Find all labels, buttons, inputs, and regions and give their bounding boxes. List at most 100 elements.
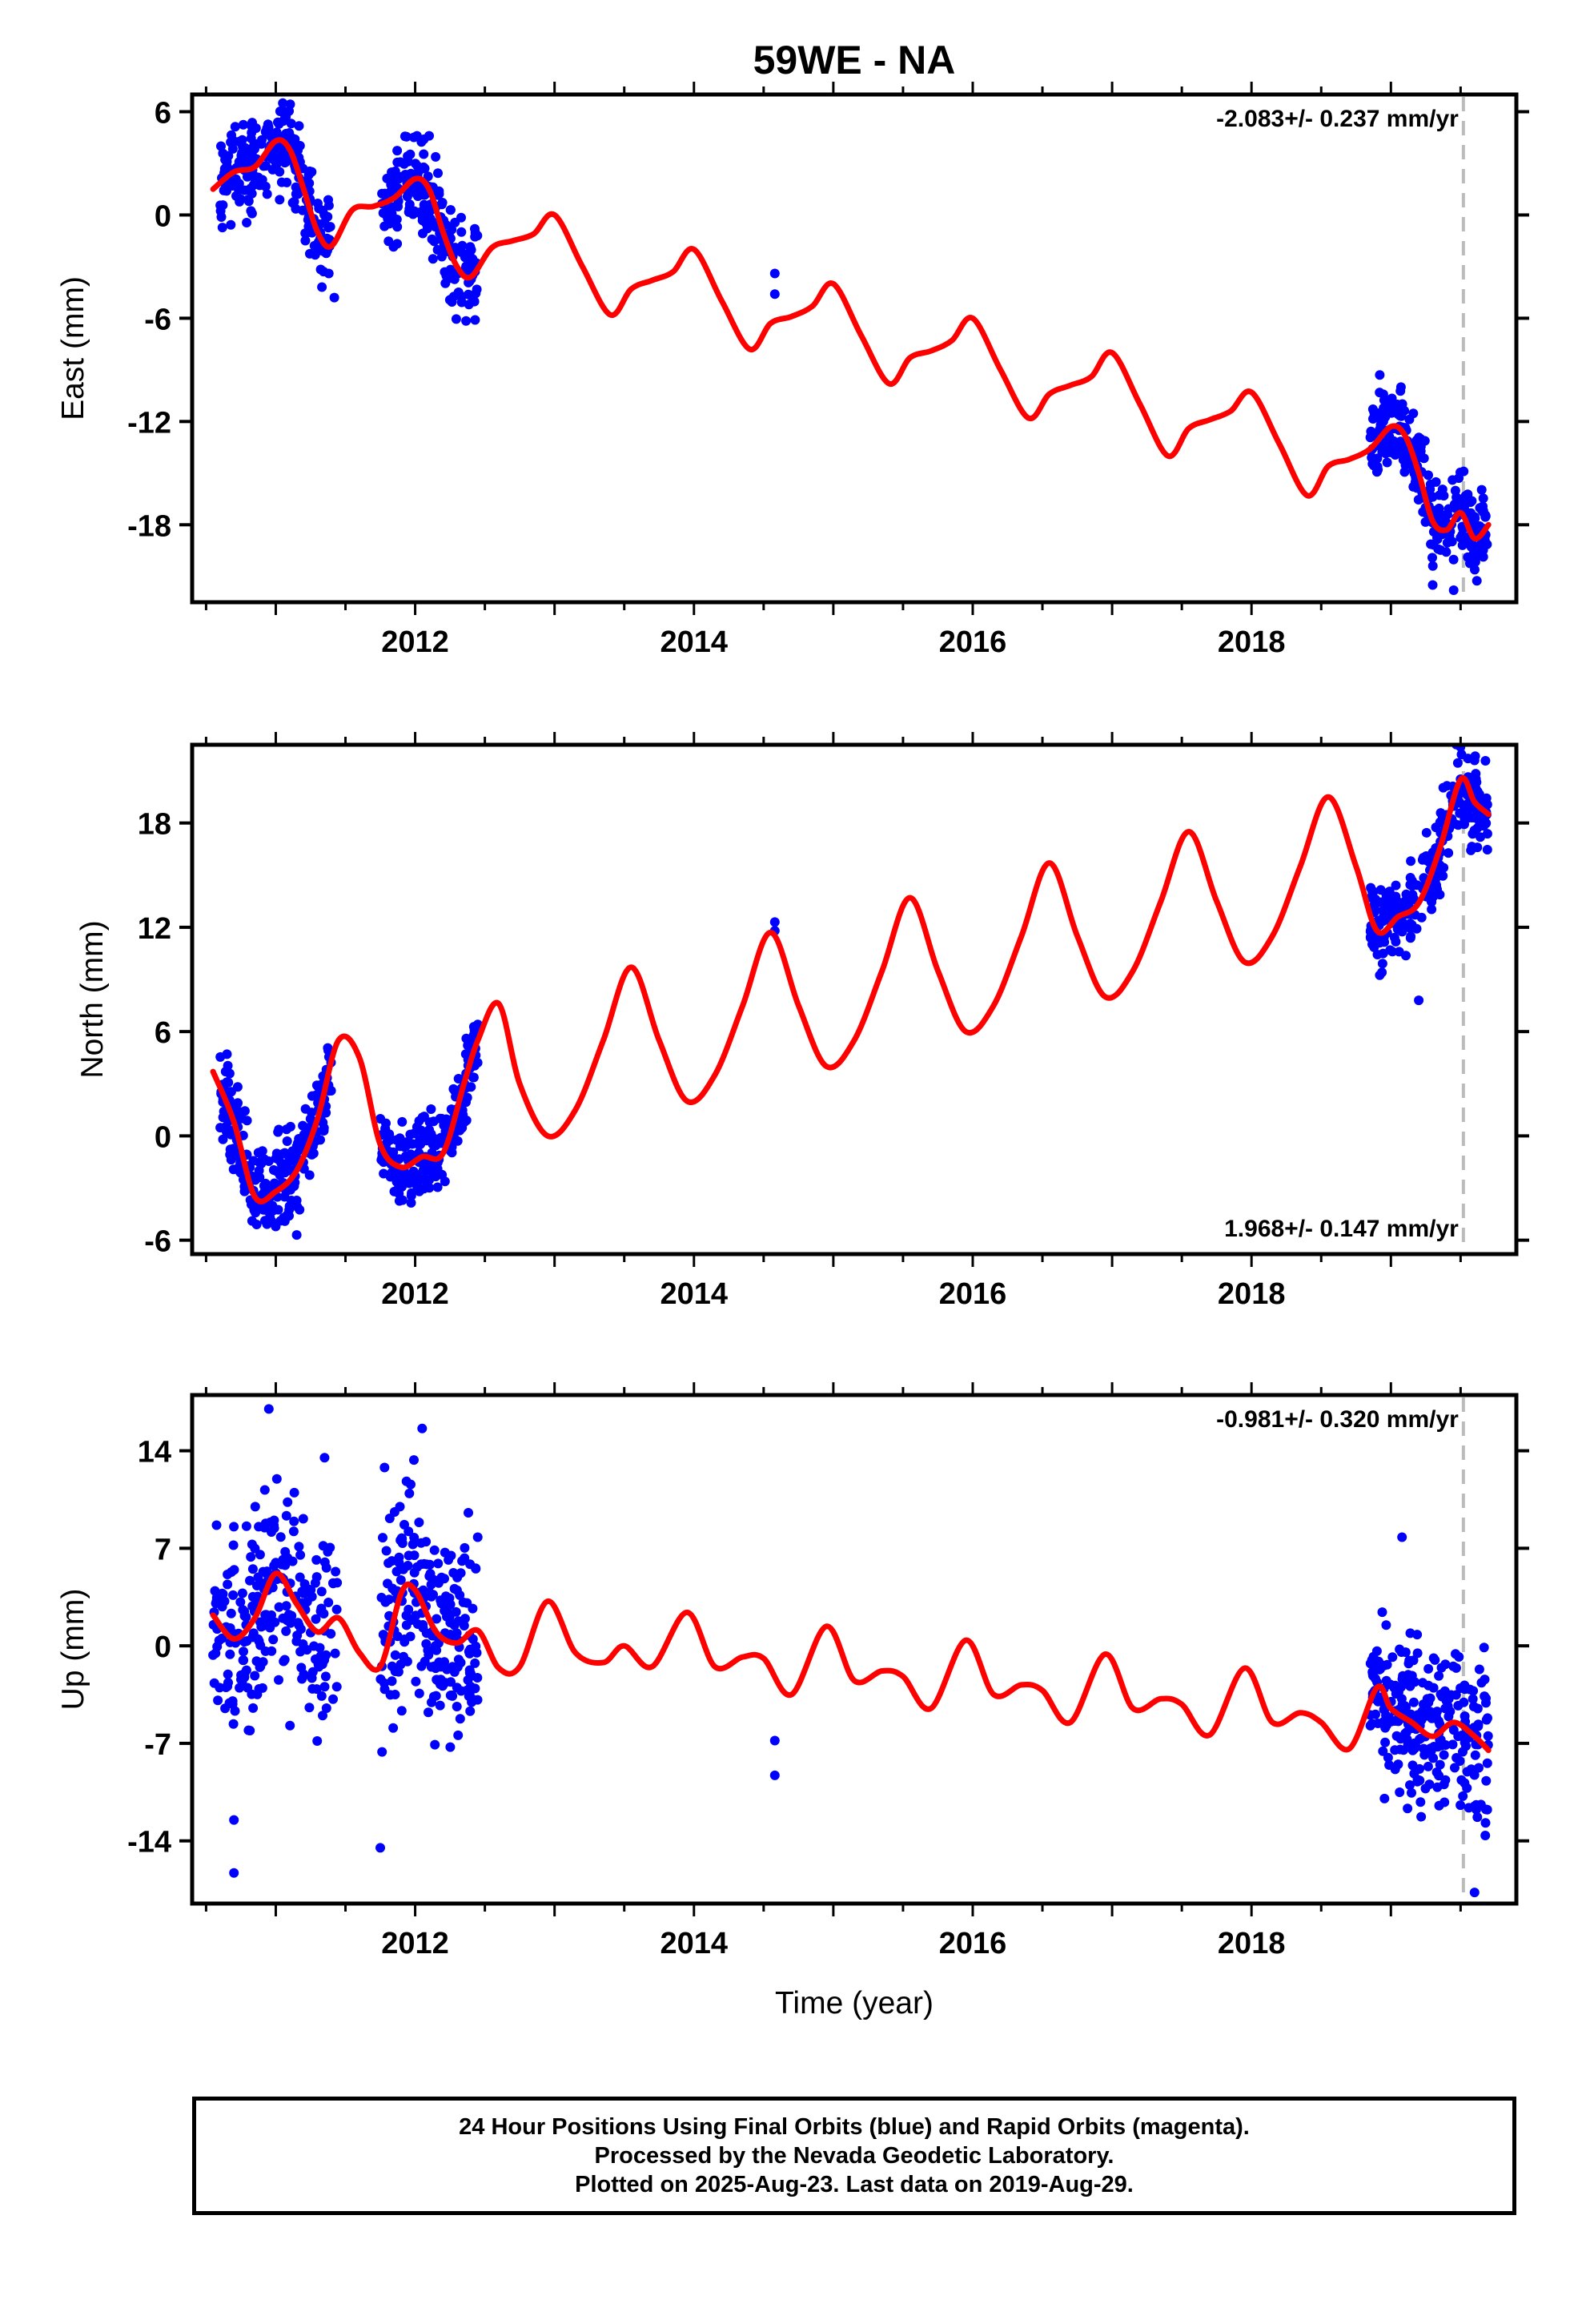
data-point-outlier xyxy=(389,1186,400,1196)
data-point xyxy=(295,1624,306,1634)
data-point xyxy=(1385,902,1395,912)
data-point xyxy=(259,1485,270,1495)
x-tick-label: 2018 xyxy=(1218,1277,1286,1311)
y-tick-label: 6 xyxy=(155,1016,171,1050)
data-point xyxy=(434,189,444,199)
data-point xyxy=(1451,1649,1460,1659)
data-point xyxy=(271,1221,281,1232)
data-point xyxy=(1370,899,1379,910)
data-point xyxy=(453,1074,464,1084)
data-point xyxy=(1439,491,1449,501)
data-point xyxy=(1469,1770,1480,1780)
data-point xyxy=(311,1554,322,1565)
data-point xyxy=(221,1683,231,1692)
x-tick-label: 2014 xyxy=(661,625,729,659)
data-point xyxy=(216,141,226,151)
data-point xyxy=(456,212,466,223)
data-point xyxy=(470,227,480,238)
data-point xyxy=(1412,1648,1423,1659)
data-point xyxy=(456,227,467,237)
data-point xyxy=(1365,1659,1375,1669)
data-point xyxy=(1438,782,1448,793)
data-point xyxy=(465,1706,476,1716)
data-point xyxy=(1377,959,1387,969)
data-point xyxy=(1438,870,1448,881)
data-point-outlier xyxy=(1472,842,1483,853)
data-point xyxy=(397,1180,408,1190)
data-point xyxy=(1468,516,1479,526)
data-point xyxy=(235,1597,246,1607)
data-point xyxy=(295,1572,305,1582)
data-point xyxy=(273,1204,283,1215)
data-point xyxy=(319,1682,330,1692)
data-point xyxy=(1450,485,1460,496)
data-point xyxy=(431,1172,441,1182)
data-point xyxy=(395,157,405,167)
data-point xyxy=(238,1605,248,1615)
data-point xyxy=(440,1547,450,1558)
data-point xyxy=(283,1165,293,1176)
data-point xyxy=(1415,1797,1426,1807)
data-point xyxy=(235,1683,245,1693)
data-point xyxy=(472,1532,483,1542)
data-point xyxy=(447,1690,457,1700)
y-tick-label: -7 xyxy=(144,1728,171,1762)
data-point xyxy=(1367,404,1378,414)
data-point xyxy=(1383,400,1394,410)
data-point xyxy=(436,1662,446,1672)
data-point-outlier xyxy=(329,292,339,303)
data-point xyxy=(268,1634,279,1645)
data-point xyxy=(1395,411,1405,420)
data-point xyxy=(433,168,443,179)
data-point xyxy=(1427,561,1438,571)
data-point xyxy=(428,1574,439,1585)
data-point xyxy=(455,1714,465,1724)
data-point xyxy=(271,1558,281,1568)
data-point xyxy=(1482,829,1492,839)
data-point xyxy=(1474,816,1484,826)
data-point xyxy=(402,1656,412,1667)
data-point xyxy=(1443,848,1454,858)
data-point xyxy=(211,1520,222,1530)
data-point xyxy=(1445,1707,1456,1717)
data-point xyxy=(446,1677,456,1687)
data-point xyxy=(411,1676,421,1687)
data-point xyxy=(307,1108,317,1118)
data-point xyxy=(1472,1703,1483,1714)
data-point xyxy=(1435,862,1446,872)
data-point-outlier xyxy=(1469,755,1480,766)
data-point xyxy=(271,1474,282,1484)
data-point xyxy=(424,1124,435,1135)
data-point xyxy=(1457,530,1468,541)
data-point xyxy=(383,1578,392,1589)
data-point xyxy=(275,195,285,205)
data-point xyxy=(382,173,392,183)
data-point xyxy=(1458,1747,1468,1757)
data-point xyxy=(258,1657,268,1667)
data-point xyxy=(237,1113,247,1124)
data-point xyxy=(247,1632,258,1642)
data-point xyxy=(281,1601,291,1611)
plot-frame-up xyxy=(190,1393,1519,1906)
data-point xyxy=(260,127,271,137)
data-point xyxy=(1397,1674,1407,1684)
data-point-outlier xyxy=(229,1868,239,1878)
y-tick-label: 0 xyxy=(155,1630,171,1664)
data-point xyxy=(422,1559,432,1570)
data-point xyxy=(396,1533,407,1543)
data-point-outlier xyxy=(769,289,780,300)
data-point xyxy=(307,1683,318,1694)
data-point xyxy=(316,1603,327,1614)
data-point xyxy=(1453,820,1464,830)
caption-line-2: Processed by the Nevada Geodetic Laborat… xyxy=(594,2143,1114,2169)
x-axis-label: Time (year) xyxy=(775,1986,934,2020)
data-point xyxy=(1467,557,1477,566)
data-point xyxy=(453,1655,464,1665)
data-point xyxy=(448,1084,459,1094)
data-point xyxy=(1473,1721,1484,1731)
data-point xyxy=(1389,932,1399,943)
data-point xyxy=(387,1676,397,1687)
data-point xyxy=(445,1630,456,1639)
data-point xyxy=(1458,1791,1468,1801)
data-point xyxy=(1466,542,1476,552)
